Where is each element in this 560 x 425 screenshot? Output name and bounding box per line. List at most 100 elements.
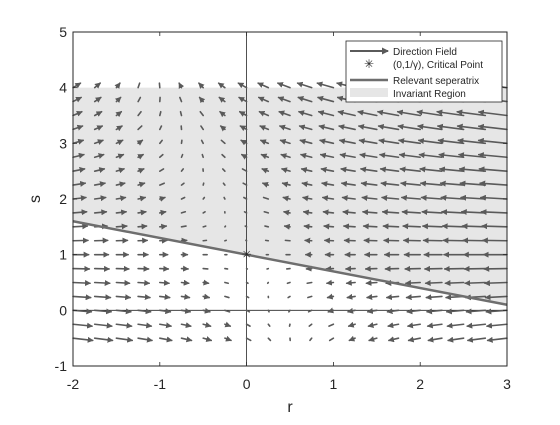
direction-arrow [116, 296, 130, 297]
direction-arrow [445, 283, 463, 284]
direction-arrow [383, 226, 398, 227]
legend-critical-point-marker: ✳ [364, 57, 374, 71]
direction-arrow [289, 310, 290, 312]
direction-arrow [363, 212, 377, 213]
direction-arrow [95, 296, 111, 297]
y-axis-label: s [27, 195, 44, 203]
direction-arrow [367, 296, 377, 297]
y-tick-label: 5 [59, 24, 67, 40]
direction-arrow [347, 296, 355, 297]
direction-arrow [203, 226, 206, 227]
direction-arrow [264, 212, 268, 213]
direction-arrow [182, 212, 186, 213]
direction-arrow [160, 112, 161, 116]
direction-arrow [284, 212, 290, 213]
direction-arrow [443, 226, 464, 227]
direction-arrow [182, 296, 190, 297]
direction-arrow [247, 296, 249, 297]
y-tick-label: 4 [59, 80, 67, 96]
direction-arrow [138, 226, 146, 227]
legend-label-critical-point: (0,1/γ), Critical Point [393, 60, 483, 71]
direction-arrow [138, 283, 149, 284]
direction-arrow [383, 212, 399, 213]
direction-arrow [387, 296, 399, 297]
direction-arrow [486, 296, 507, 297]
direction-arrow [73, 212, 87, 213]
direction-arrow [225, 283, 228, 284]
direction-arrow [347, 283, 355, 284]
direction-arrow [203, 296, 209, 297]
direction-arrow [403, 212, 421, 213]
direction-arrow [442, 212, 464, 213]
direction-arrow [422, 212, 442, 213]
direction-arrow [203, 283, 208, 284]
direction-arrow [482, 212, 507, 213]
y-tick-label: -1 [55, 358, 68, 374]
x-tick-label: -1 [154, 376, 167, 392]
direction-arrow [160, 226, 166, 227]
direction-arrow [285, 226, 290, 227]
direction-arrow [245, 226, 246, 227]
direction-arrow [203, 212, 205, 213]
direction-arrow [116, 212, 126, 213]
direction-arrow [268, 310, 269, 312]
direction-arrow [224, 197, 225, 199]
direction-arrow [407, 296, 421, 297]
legend-label-direction-field: Direction Field [393, 47, 457, 58]
x-tick-label: 1 [330, 376, 338, 392]
direction-arrow [202, 155, 203, 158]
x-axis-label: r [287, 399, 293, 416]
direction-arrow [308, 296, 312, 297]
direction-arrow [247, 283, 248, 284]
y-tick-label: 2 [59, 191, 67, 207]
critical-point-marker: ✳ [242, 248, 252, 262]
direction-arrow [181, 112, 182, 116]
direction-arrow [304, 226, 311, 227]
direction-arrow [95, 212, 107, 213]
x-tick-label: -2 [67, 376, 80, 392]
direction-arrow [304, 212, 312, 213]
direction-arrow [465, 283, 485, 284]
direction-arrow [182, 283, 189, 284]
y-tick-label: 1 [59, 247, 67, 263]
direction-arrow [307, 283, 311, 284]
direction-arrow [182, 226, 186, 227]
legend-region-swatch [350, 88, 388, 97]
direction-arrow [160, 212, 166, 213]
x-tick-label: 2 [416, 376, 424, 392]
direction-arrow [485, 283, 507, 284]
direction-arrow [73, 296, 91, 297]
direction-arrow [328, 296, 334, 297]
direction-arrow [426, 296, 442, 297]
direction-arrow [138, 212, 146, 213]
direction-arrow [403, 226, 420, 227]
legend: Direction Field ✳ (0,1/γ), Critical Poin… [346, 41, 502, 102]
direction-arrow [245, 212, 247, 213]
direction-arrow [160, 283, 169, 284]
direction-arrow [73, 226, 87, 227]
direction-arrow [268, 283, 269, 284]
direction-arrow [482, 226, 507, 227]
direction-arrow [116, 226, 126, 227]
direction-arrow [225, 226, 226, 227]
x-tick-label: 3 [503, 376, 511, 392]
direction-arrow [288, 296, 290, 297]
y-tick-label: 0 [59, 302, 67, 318]
direction-arrow [73, 283, 90, 284]
direction-arrow [343, 212, 355, 213]
direction-arrow [324, 226, 333, 227]
direction-arrow [116, 283, 129, 284]
direction-arrow [225, 296, 229, 297]
direction-arrow [203, 197, 204, 199]
direction-arrow [364, 226, 377, 227]
direction-arrow [366, 283, 376, 284]
direction-arrow [426, 283, 442, 284]
direction-arrow [287, 283, 290, 284]
direction-arrow [138, 296, 150, 297]
direction-arrow [160, 296, 170, 297]
x-tick-label: 0 [243, 376, 251, 392]
legend-label-separatrix: Relevant seperatrix [393, 76, 479, 87]
legend-label-invariant-region: Invariant Region [393, 89, 466, 100]
direction-arrow [423, 226, 442, 227]
